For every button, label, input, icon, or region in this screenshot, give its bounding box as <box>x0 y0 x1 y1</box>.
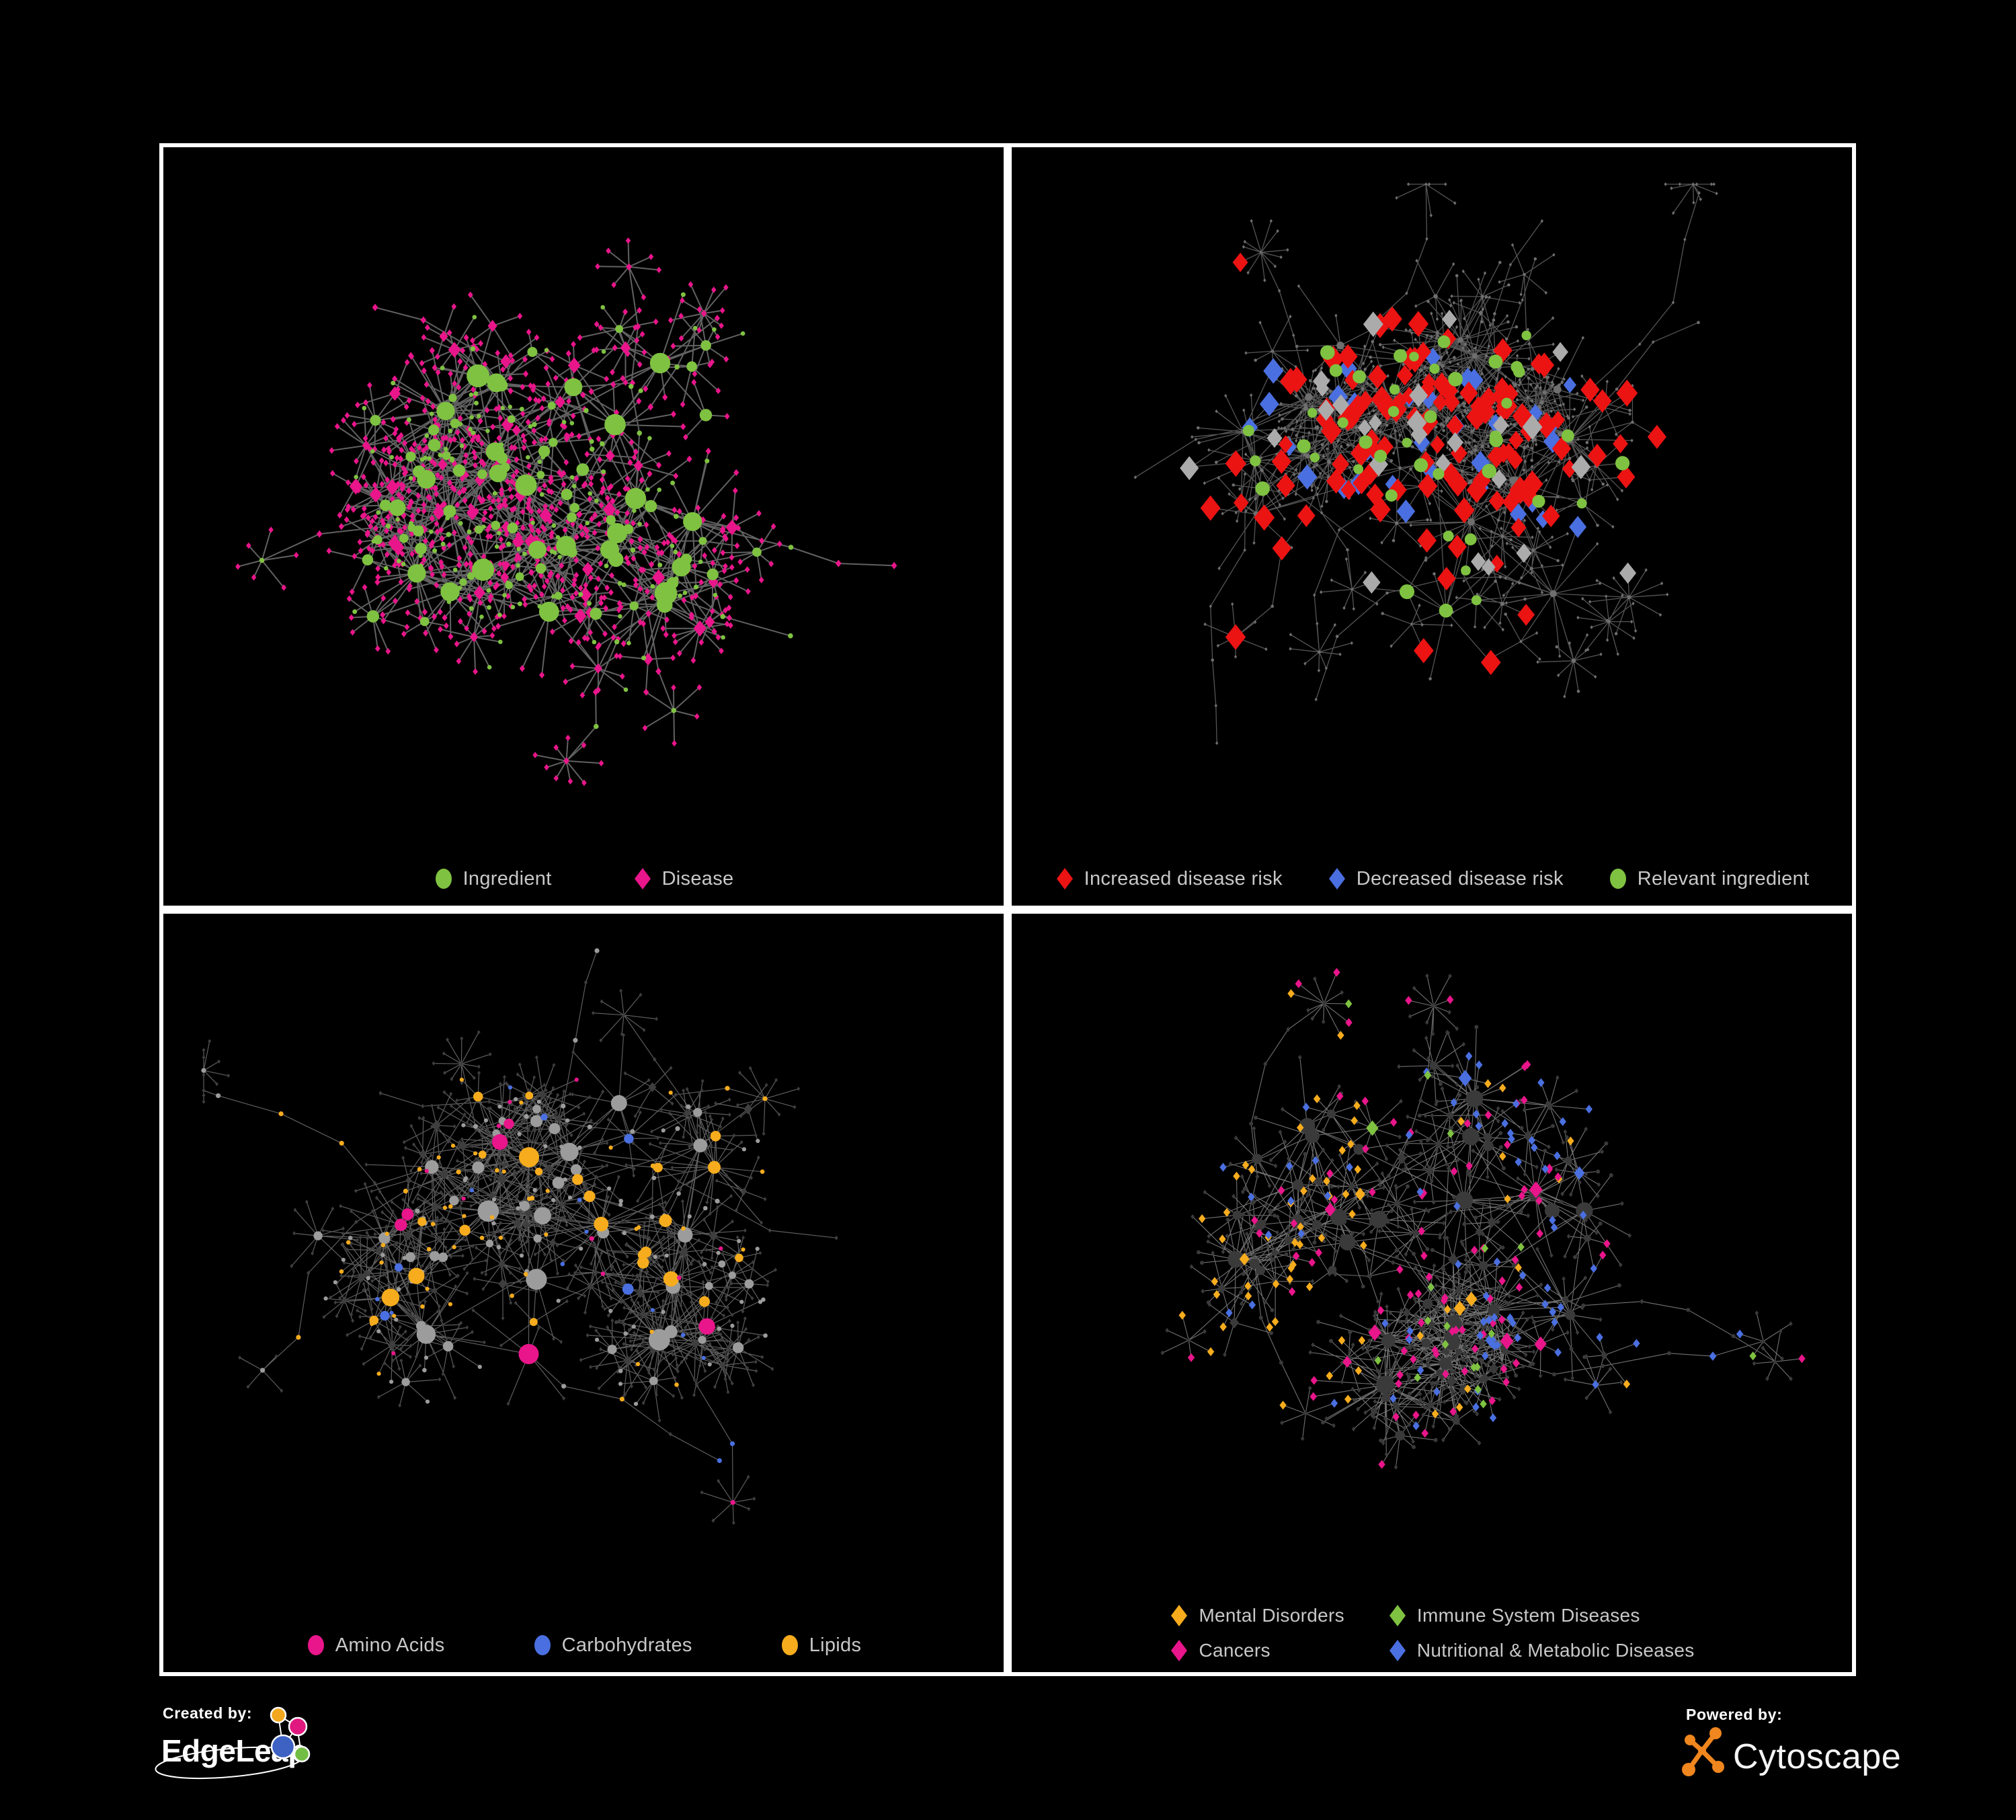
legend-item-immune-system-diseases: Immune System Diseases <box>1387 1604 1695 1628</box>
diamond-marker-icon <box>1389 1640 1406 1661</box>
circle-marker-icon <box>1609 869 1626 889</box>
circle-marker-icon <box>781 1635 798 1655</box>
panel-disease-classes: Mental Disorders Cancers Immune System Dis… <box>1008 910 1856 1676</box>
diamond-marker-icon <box>1056 868 1073 889</box>
diamond-marker-icon <box>1171 1640 1188 1661</box>
powered-by-label: Powered by: <box>1686 1706 1782 1723</box>
cytoscape-logo-icon <box>1682 1727 1724 1776</box>
circle-marker-icon <box>307 1635 324 1655</box>
legend-item-increased-disease-risk: Increased disease risk <box>1055 867 1283 891</box>
panel-nutrient-classes: Amino Acids Carbohydrates Lipids <box>159 910 1008 1676</box>
legend-label: Nutritional & Metabolic Diseases <box>1416 1640 1695 1661</box>
circle-marker-icon <box>534 1635 551 1655</box>
created-by-label: Created by: <box>163 1704 252 1722</box>
diamond-marker-icon <box>634 868 651 889</box>
diamond-marker-icon <box>1171 1605 1188 1626</box>
legend-label: Ingredient <box>462 867 552 889</box>
diamond-marker-icon <box>1328 868 1345 889</box>
legend-label: Amino Acids <box>335 1634 445 1656</box>
legend-label: Relevant ingredient <box>1637 867 1810 889</box>
legend-item-carbohydrates: Carbohydrates <box>532 1633 692 1657</box>
legend-item-disease: Disease <box>633 867 734 891</box>
network-ingredient-disease <box>235 237 897 787</box>
legend-item-relevant-ingredient: Relevant ingredient <box>1608 867 1810 891</box>
legend-item-decreased-disease-risk: Decreased disease risk <box>1327 867 1564 891</box>
legend-item-nutritional-metabolic-diseases: Nutritional & Metabolic Diseases <box>1387 1638 1695 1663</box>
edgeleap-logo-icon <box>155 1706 311 1780</box>
legend-label: Lipids <box>809 1634 862 1656</box>
cytoscape-brand: Powered by: Cytoscape <box>1682 1706 1901 1776</box>
network-disease-risk <box>1133 182 1718 745</box>
legend-label: Disease <box>661 867 734 889</box>
legend-label: Immune System Diseases <box>1416 1605 1640 1626</box>
legend-disease-risk: Increased disease risk Decreased disease … <box>1012 867 1852 891</box>
legend-label: Increased disease risk <box>1084 867 1283 889</box>
diamond-marker-icon <box>1389 1605 1406 1626</box>
legend-item-cancers: Cancers <box>1169 1638 1344 1663</box>
legend-ingredient-disease: Ingredient Disease <box>163 867 1004 891</box>
network-nutrient-classes <box>201 948 838 1525</box>
legend-label: Mental Disorders <box>1199 1605 1344 1626</box>
legend-label: Cancers <box>1199 1640 1271 1661</box>
cytoscape-wordmark: Cytoscape <box>1733 1737 1901 1776</box>
legend-item-lipids: Lipids <box>780 1633 862 1657</box>
panel-ingredient-disease: Ingredient Disease <box>159 143 1008 910</box>
legend-label: Decreased disease risk <box>1356 867 1564 889</box>
circle-marker-icon <box>435 869 452 889</box>
legend-item-amino-acids: Amino Acids <box>306 1633 445 1657</box>
panel-disease-risk: Increased disease risk Decreased disease … <box>1008 143 1856 910</box>
legend-label: Carbohydrates <box>561 1634 692 1656</box>
legend-disease-classes: Mental Disorders Cancers Immune System Dis… <box>1012 1604 1852 1663</box>
legend-nutrient-classes: Amino Acids Carbohydrates Lipids <box>163 1633 1004 1657</box>
legend-item-ingredient: Ingredient <box>434 867 552 891</box>
network-disease-classes <box>1160 967 1806 1470</box>
edgeleap-brand: Created by: EdgeLeap <box>155 1704 311 1780</box>
legend-item-mental-disorders: Mental Disorders <box>1169 1604 1344 1628</box>
